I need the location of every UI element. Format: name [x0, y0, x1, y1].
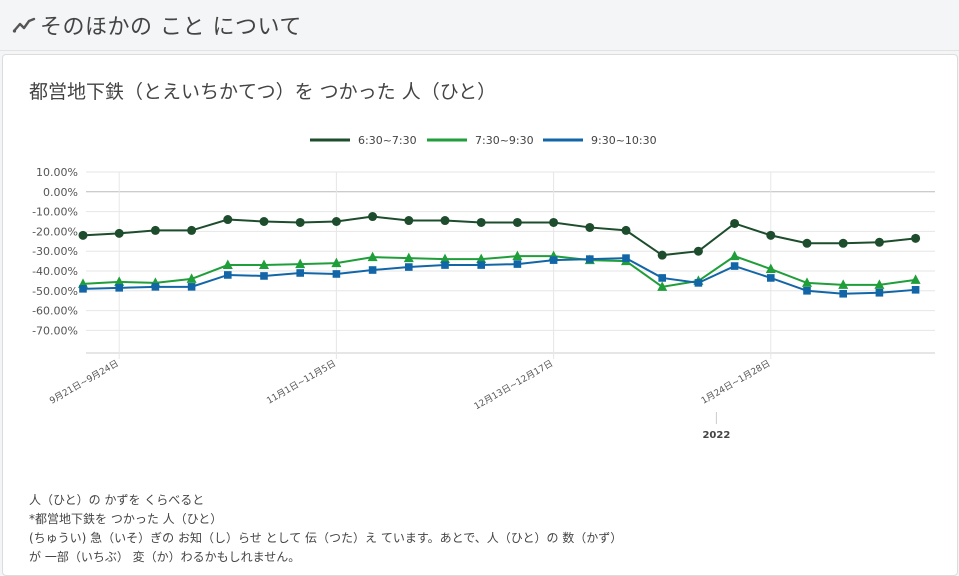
- data-point: [767, 274, 775, 282]
- data-point: [622, 254, 630, 262]
- data-point: [730, 262, 739, 270]
- data-point: [404, 216, 414, 226]
- data-point: [260, 272, 268, 280]
- data-point: [79, 285, 87, 293]
- data-point: [114, 276, 125, 286]
- data-point: [476, 217, 486, 227]
- data-point: [911, 286, 920, 294]
- series-line: [82, 257, 916, 295]
- data-point: [477, 261, 485, 269]
- line-chart: 10.00% 0.00% -10.00% -20.00% -30.00% -40.00% -…: [32, 134, 935, 441]
- section-header: そのほかの こと について: [0, 0, 959, 51]
- line-chart-icon: [12, 17, 36, 33]
- data-point: [910, 274, 921, 284]
- data-point: [874, 279, 885, 289]
- data-point: [549, 256, 558, 264]
- data-point: [512, 217, 522, 227]
- data-point: [368, 266, 377, 274]
- legend-label: 6:30~7:30: [358, 134, 417, 147]
- note-line-4: が 一部（いちぶ） 変（か）わるかもしれません。: [29, 550, 301, 564]
- data-point: [187, 225, 197, 235]
- data-point: [295, 217, 305, 227]
- legend-label: 7:30~9:30: [475, 134, 534, 147]
- data-point: [838, 279, 849, 289]
- data-point: [657, 281, 668, 291]
- data-point: [223, 215, 233, 225]
- data-point: [405, 263, 413, 271]
- series-line: [82, 215, 916, 257]
- y-tick-label: -30.00%: [32, 245, 78, 258]
- data-point: [693, 246, 703, 256]
- data-point: [911, 233, 921, 243]
- y-tick-label: -60.00%: [32, 305, 78, 318]
- data-point: [766, 230, 776, 240]
- chart-card: 都営地下鉄（とえいちかてつ）を つかった 人（ひと） 10.00% 0.00% -1…: [2, 54, 958, 576]
- data-point: [838, 238, 848, 248]
- data-point: [874, 237, 884, 247]
- data-point: [150, 225, 160, 235]
- data-point: [549, 217, 559, 227]
- x-tick-label: 1月24日~1月28日: [699, 358, 772, 406]
- data-point: [259, 259, 269, 270]
- data-point: [839, 289, 847, 298]
- x-tick-label: 11月1日~11月5日: [265, 358, 338, 406]
- y-tick-label: -10.00%: [32, 206, 78, 219]
- y-tick-label: -20.00%: [32, 225, 78, 238]
- data-point: [765, 263, 776, 274]
- data-point: [585, 222, 595, 232]
- data-point: [368, 212, 378, 222]
- note-line-2: *都営地下鉄を つかった 人（ひと）: [29, 512, 223, 526]
- data-point: [694, 279, 703, 287]
- data-point: [657, 250, 667, 260]
- data-point: [802, 238, 812, 248]
- data-point: [186, 273, 197, 283]
- data-point: [441, 261, 449, 269]
- data-point: [332, 270, 341, 278]
- data-point: [730, 218, 740, 228]
- x-tick-label: 9月21日~9月24日: [48, 358, 121, 406]
- y-tick-label: -50.00%: [32, 285, 78, 298]
- year-label: 2022: [702, 430, 730, 441]
- data-point: [296, 269, 304, 277]
- y-tick-label: -40.00%: [32, 265, 78, 278]
- data-point: [512, 250, 523, 261]
- data-point: [367, 251, 378, 262]
- data-point: [658, 274, 666, 282]
- chart-card-title: 都営地下鉄（とえいちかてつ）を つかった 人（ひと）: [29, 81, 497, 103]
- data-point: [802, 277, 812, 287]
- x-tick-label: 12月13日~12月17日: [472, 358, 555, 412]
- data-point: [440, 216, 450, 226]
- y-tick-label: 0.00%: [43, 186, 78, 199]
- series-line: [82, 255, 916, 288]
- data-point: [403, 252, 414, 263]
- data-point: [513, 260, 522, 268]
- note-line-3: (ちゅうい) 急（いそ）ぎの お知（し）らせ として 伝（つた）え ています。あ…: [29, 531, 623, 545]
- data-point: [476, 253, 487, 264]
- data-point: [222, 259, 233, 270]
- legend-label: 9:30~10:30: [591, 134, 657, 147]
- data-point: [259, 217, 269, 226]
- data-point: [151, 283, 160, 291]
- data-point: [586, 255, 594, 263]
- data-point: [224, 271, 232, 279]
- data-point: [875, 288, 884, 297]
- data-point: [115, 284, 123, 292]
- chart-notes: 人（ひと）の かずを くらべると *都営地下鉄を つかった 人（ひと） (ちゅう…: [29, 491, 622, 567]
- section-title: そのほかの こと について: [40, 15, 302, 40]
- data-point: [295, 258, 306, 269]
- data-point: [621, 225, 631, 235]
- data-point: [187, 283, 196, 291]
- data-point: [78, 230, 88, 240]
- data-point: [729, 250, 740, 261]
- data-point: [803, 287, 811, 295]
- note-line-1: 人（ひと）の かずを くらべると: [29, 493, 205, 507]
- data-point: [440, 253, 450, 264]
- data-point: [331, 257, 342, 268]
- y-tick-label: 10.00%: [36, 166, 78, 179]
- data-point: [114, 228, 124, 238]
- data-point: [331, 217, 341, 226]
- y-tick-label: -70.00%: [32, 324, 78, 337]
